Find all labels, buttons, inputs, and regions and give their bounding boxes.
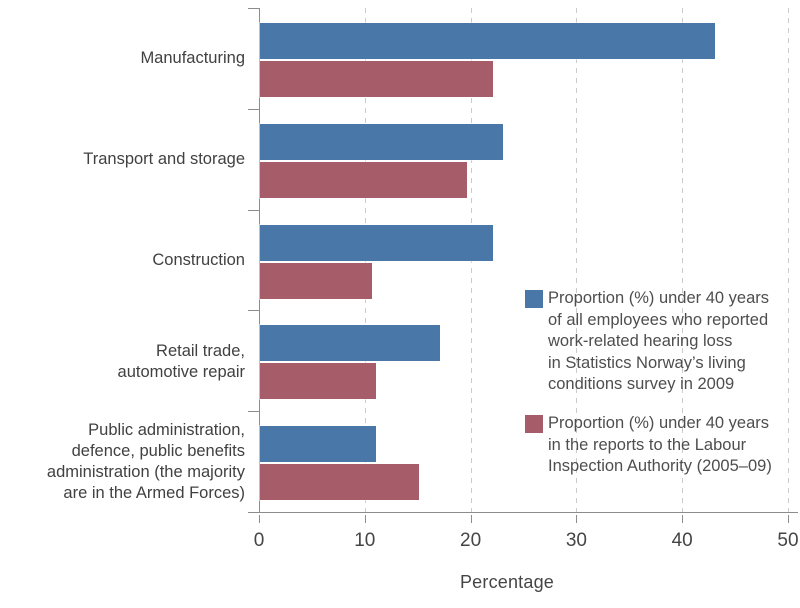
gridline-50 — [788, 8, 789, 512]
group-boundary-tick-2 — [248, 209, 260, 211]
x-tick-label-0: 0 — [253, 530, 265, 551]
legend-text-line: conditions survey in 2009 — [548, 375, 735, 393]
bar-reports-group4 — [260, 363, 377, 400]
legend-text-line: Proportion (%) under 40 years — [548, 414, 770, 432]
plot-area — [248, 8, 789, 512]
category-label-line: Transport and storage — [83, 150, 245, 168]
category-label-line: Retail trade, — [156, 341, 245, 360]
x-tick-label-10: 10 — [354, 530, 376, 551]
bar-survey-group5 — [260, 426, 377, 463]
category-label-line: administration (the majority — [46, 463, 245, 481]
legend-text-line: in Statistics Norway’s living — [548, 353, 746, 372]
bar-reports-group3 — [260, 262, 373, 299]
bar-survey-group2 — [260, 123, 504, 160]
category-label-line: Public administration, — [88, 421, 245, 439]
x-tick-label-50: 50 — [777, 530, 799, 551]
bar-survey-group1 — [260, 23, 715, 59]
category-label-line: Manufacturing — [140, 49, 245, 67]
category-label-line: Construction — [152, 251, 245, 269]
x-axis-line — [248, 512, 798, 513]
bar-survey-group3 — [260, 224, 493, 261]
bar-survey-group4 — [260, 325, 440, 362]
group-boundary-tick-4 — [248, 411, 260, 413]
legend-text-line: Proportion (%) under 40 years — [548, 289, 770, 307]
legend-text-line: work-related hearing loss — [548, 332, 733, 350]
legend-item-reports: Proportion (%) under 40 years in the rep… — [525, 413, 797, 478]
x-tick-label-30: 30 — [565, 530, 587, 551]
x-tick-label-20: 20 — [460, 530, 482, 551]
legend-swatch-blue — [525, 290, 543, 308]
bar-reports-group5 — [260, 464, 419, 501]
x-tick-30 — [576, 515, 578, 523]
x-axis-title: Percentage — [459, 572, 555, 592]
x-tick-10 — [364, 515, 366, 523]
x-tick-40 — [682, 515, 684, 523]
x-tick-50 — [788, 515, 789, 523]
category-label-construction: Construction — [0, 210, 245, 311]
group-boundary-tick-0 — [248, 8, 260, 9]
category-label-line: are in the Armed Forces) — [63, 484, 245, 502]
gridline-40 — [682, 8, 684, 512]
legend-text-line: Inspection Authority (2005–09) — [548, 457, 772, 475]
x-tick-label-40: 40 — [671, 530, 693, 551]
legend-swatch-red — [525, 415, 543, 433]
bar-reports-group2 — [260, 161, 468, 198]
category-label-retail-trade: Retail trade, automotive repair — [0, 311, 245, 412]
category-label-line: defence, public benefits — [71, 442, 245, 460]
x-tick-20 — [470, 515, 472, 523]
group-boundary-tick-1 — [248, 108, 260, 110]
gridline-30 — [576, 8, 578, 512]
group-boundary-tick-3 — [248, 310, 260, 312]
legend-text-line: of all employees who reported — [548, 310, 769, 329]
legend-item-survey: Proportion (%) under 40 years of all emp… — [525, 288, 797, 396]
category-label-transport-and-storage: Transport and storage — [0, 109, 245, 210]
x-tick-0 — [259, 515, 260, 523]
category-label-manufacturing: Manufacturing — [0, 8, 245, 109]
category-label-line: automotive repair — [117, 362, 245, 381]
legend-text-line: in the reports to the Labour — [548, 435, 747, 454]
category-label-public-administration: Public administration, defence, public b… — [0, 412, 245, 512]
bar-reports-group1 — [260, 61, 493, 97]
